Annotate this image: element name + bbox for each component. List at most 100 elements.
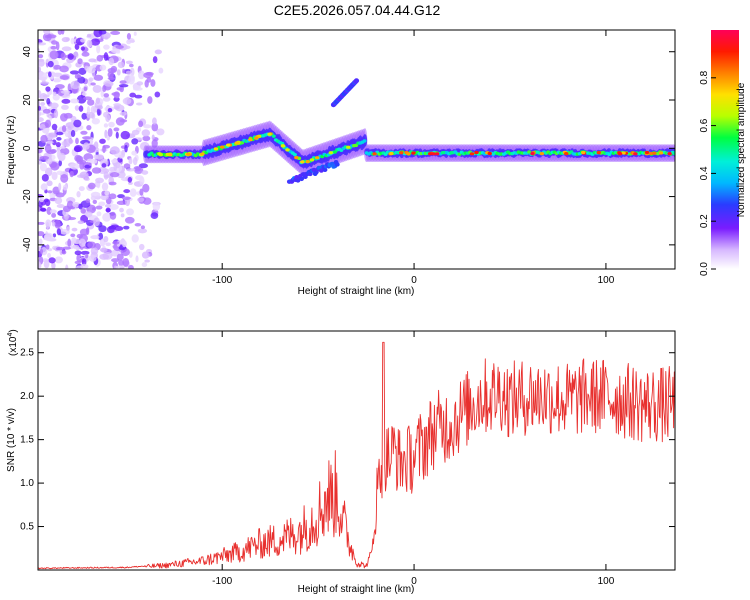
heatmap-noise-blob xyxy=(101,182,109,191)
heatmap-noise-blob xyxy=(99,138,106,144)
heatmap-ytick-label: 0 xyxy=(22,145,33,151)
heatmap-noise-blob xyxy=(111,249,120,257)
heatmap-noise-blob xyxy=(44,119,52,128)
heatmap-noise-blob xyxy=(96,108,101,116)
colorbar-tick-label: 0.2 xyxy=(699,214,710,228)
heatmap-noise-blob xyxy=(43,30,51,35)
heatmap-noise-blob xyxy=(79,171,89,179)
heatmap-noise-blob xyxy=(97,105,103,110)
heatmap-noise-blob xyxy=(78,238,87,247)
heatmap-noise-blob xyxy=(92,199,97,205)
heatmap-noise-blob xyxy=(74,105,80,111)
heatmap-noise-blob xyxy=(132,87,143,91)
heatmap-noise-blob xyxy=(119,207,124,213)
heatmap-noise-blob xyxy=(38,110,41,118)
heatmap-noise-blob xyxy=(128,75,135,85)
heatmap-noise-blob xyxy=(102,145,106,153)
heatmap-noise-blob xyxy=(51,139,57,146)
heatmap-noise-blob xyxy=(103,52,109,61)
heatmap-noise-blob xyxy=(43,263,48,268)
heatmap-noise-blob xyxy=(69,163,80,170)
heatmap-noise-blob xyxy=(137,228,148,234)
heatmap-track-peak xyxy=(667,152,672,156)
heatmap-noise-blob xyxy=(83,86,88,92)
heatmap-noise-blob xyxy=(151,134,155,141)
heatmap-noise-blob xyxy=(77,220,85,225)
heatmap-noise-blob xyxy=(75,137,79,145)
heatmap-noise-blob xyxy=(120,130,131,140)
heatmap-track-peak xyxy=(530,151,535,156)
heatmap-noise-blob xyxy=(38,117,44,123)
heatmap-noise-blob xyxy=(65,264,69,269)
heatmap-noise-blob xyxy=(38,238,43,245)
heatmap-noise-blob xyxy=(70,98,80,104)
heatmap-track-peak xyxy=(328,151,334,155)
heatmap-noise-blob xyxy=(95,97,101,104)
heatmap-noise-blob xyxy=(40,81,50,85)
heatmap-noise-blob xyxy=(150,79,156,87)
heatmap-noise-blob xyxy=(80,263,89,269)
heatmap-noise-blob xyxy=(38,66,42,73)
colorbar-ticks: 0.0 0.2 0.4 0.6 0.8 xyxy=(699,70,716,276)
heatmap-noise-blob xyxy=(48,115,52,122)
heatmap-noise-blob xyxy=(108,181,117,186)
heatmap-noise-blob xyxy=(46,98,51,105)
heatmap-noise-blob xyxy=(129,92,137,98)
heatmap-noise-blob xyxy=(134,222,142,227)
heatmap-noise-blob xyxy=(46,206,52,215)
heatmap-noise-blob xyxy=(139,188,144,196)
heatmap-ytick-label: 40 xyxy=(22,46,33,58)
heatmap-noise-blob xyxy=(81,112,87,120)
colorbar-gradient xyxy=(711,30,739,269)
heatmap-noise-blob xyxy=(80,130,88,135)
heatmap-noise-blob xyxy=(73,145,83,152)
heatmap-track-peak xyxy=(305,160,310,164)
heatmap-noise-blob xyxy=(46,180,53,187)
heatmap-noise-blob xyxy=(76,74,82,79)
heatmap-noise-blob xyxy=(44,34,50,39)
heatmap-noise-blob xyxy=(78,203,83,210)
heatmap-track-peak xyxy=(226,143,231,147)
heatmap-noise-blob xyxy=(61,98,71,104)
heatmap-noise-blob xyxy=(100,89,105,98)
heatmap-noise-blob xyxy=(78,105,84,112)
heatmap-noise-blob xyxy=(80,38,86,43)
heatmap-noise-blob xyxy=(123,163,131,169)
heatmap-noise-blob xyxy=(48,257,56,264)
heatmap-track-mid xyxy=(672,152,675,156)
heatmap-track-peak xyxy=(280,144,286,148)
heatmap-ylabel: Frequency (Hz) xyxy=(6,116,17,185)
heatmap-noise-blob xyxy=(96,54,104,62)
heatmap-noise-blob xyxy=(103,93,110,98)
heatmap-noise-blob xyxy=(113,103,122,107)
heatmap-noise-blob xyxy=(122,68,126,74)
heatmap-noise-blob xyxy=(138,70,145,80)
heatmap-noise-blob xyxy=(80,208,86,214)
heatmap-noise-blob xyxy=(82,92,87,96)
heatmap-track-peak xyxy=(621,151,626,155)
heatmap-track-peak xyxy=(267,132,272,136)
heatmap-noise-blob xyxy=(38,105,42,112)
heatmap-noise-blob xyxy=(49,209,57,214)
heatmap-noise-blob xyxy=(57,30,63,35)
snr-panel: -100 0 100 0.5 1.0 1.5 2.0 2.5 Height of straig… xyxy=(6,329,676,595)
heatmap-lower-branch xyxy=(322,167,328,173)
heatmap-noise-blob xyxy=(86,106,91,115)
heatmap-noise-blob xyxy=(86,158,94,163)
heatmap-noise-blob xyxy=(141,170,149,175)
heatmap-noise-blob xyxy=(76,159,87,165)
heatmap-noise-blob xyxy=(125,70,131,75)
heatmap-noise-blob xyxy=(103,235,109,243)
heatmap-noise-blob xyxy=(116,69,121,76)
heatmap-noise-blob xyxy=(102,212,112,222)
heatmap-noise-blob xyxy=(152,117,157,125)
heatmap-frame xyxy=(37,29,676,270)
heatmap-noise-blob xyxy=(72,202,80,208)
heatmap-noise-blob xyxy=(61,104,69,110)
heatmap-track-peak xyxy=(200,152,205,156)
snr-multiplier: (x104) xyxy=(7,329,19,356)
heatmap-noise-blob xyxy=(125,60,133,65)
heatmap-noise-blob xyxy=(54,256,63,264)
heatmap-noise-blob xyxy=(38,261,42,269)
heatmap-track-mid xyxy=(362,139,367,143)
